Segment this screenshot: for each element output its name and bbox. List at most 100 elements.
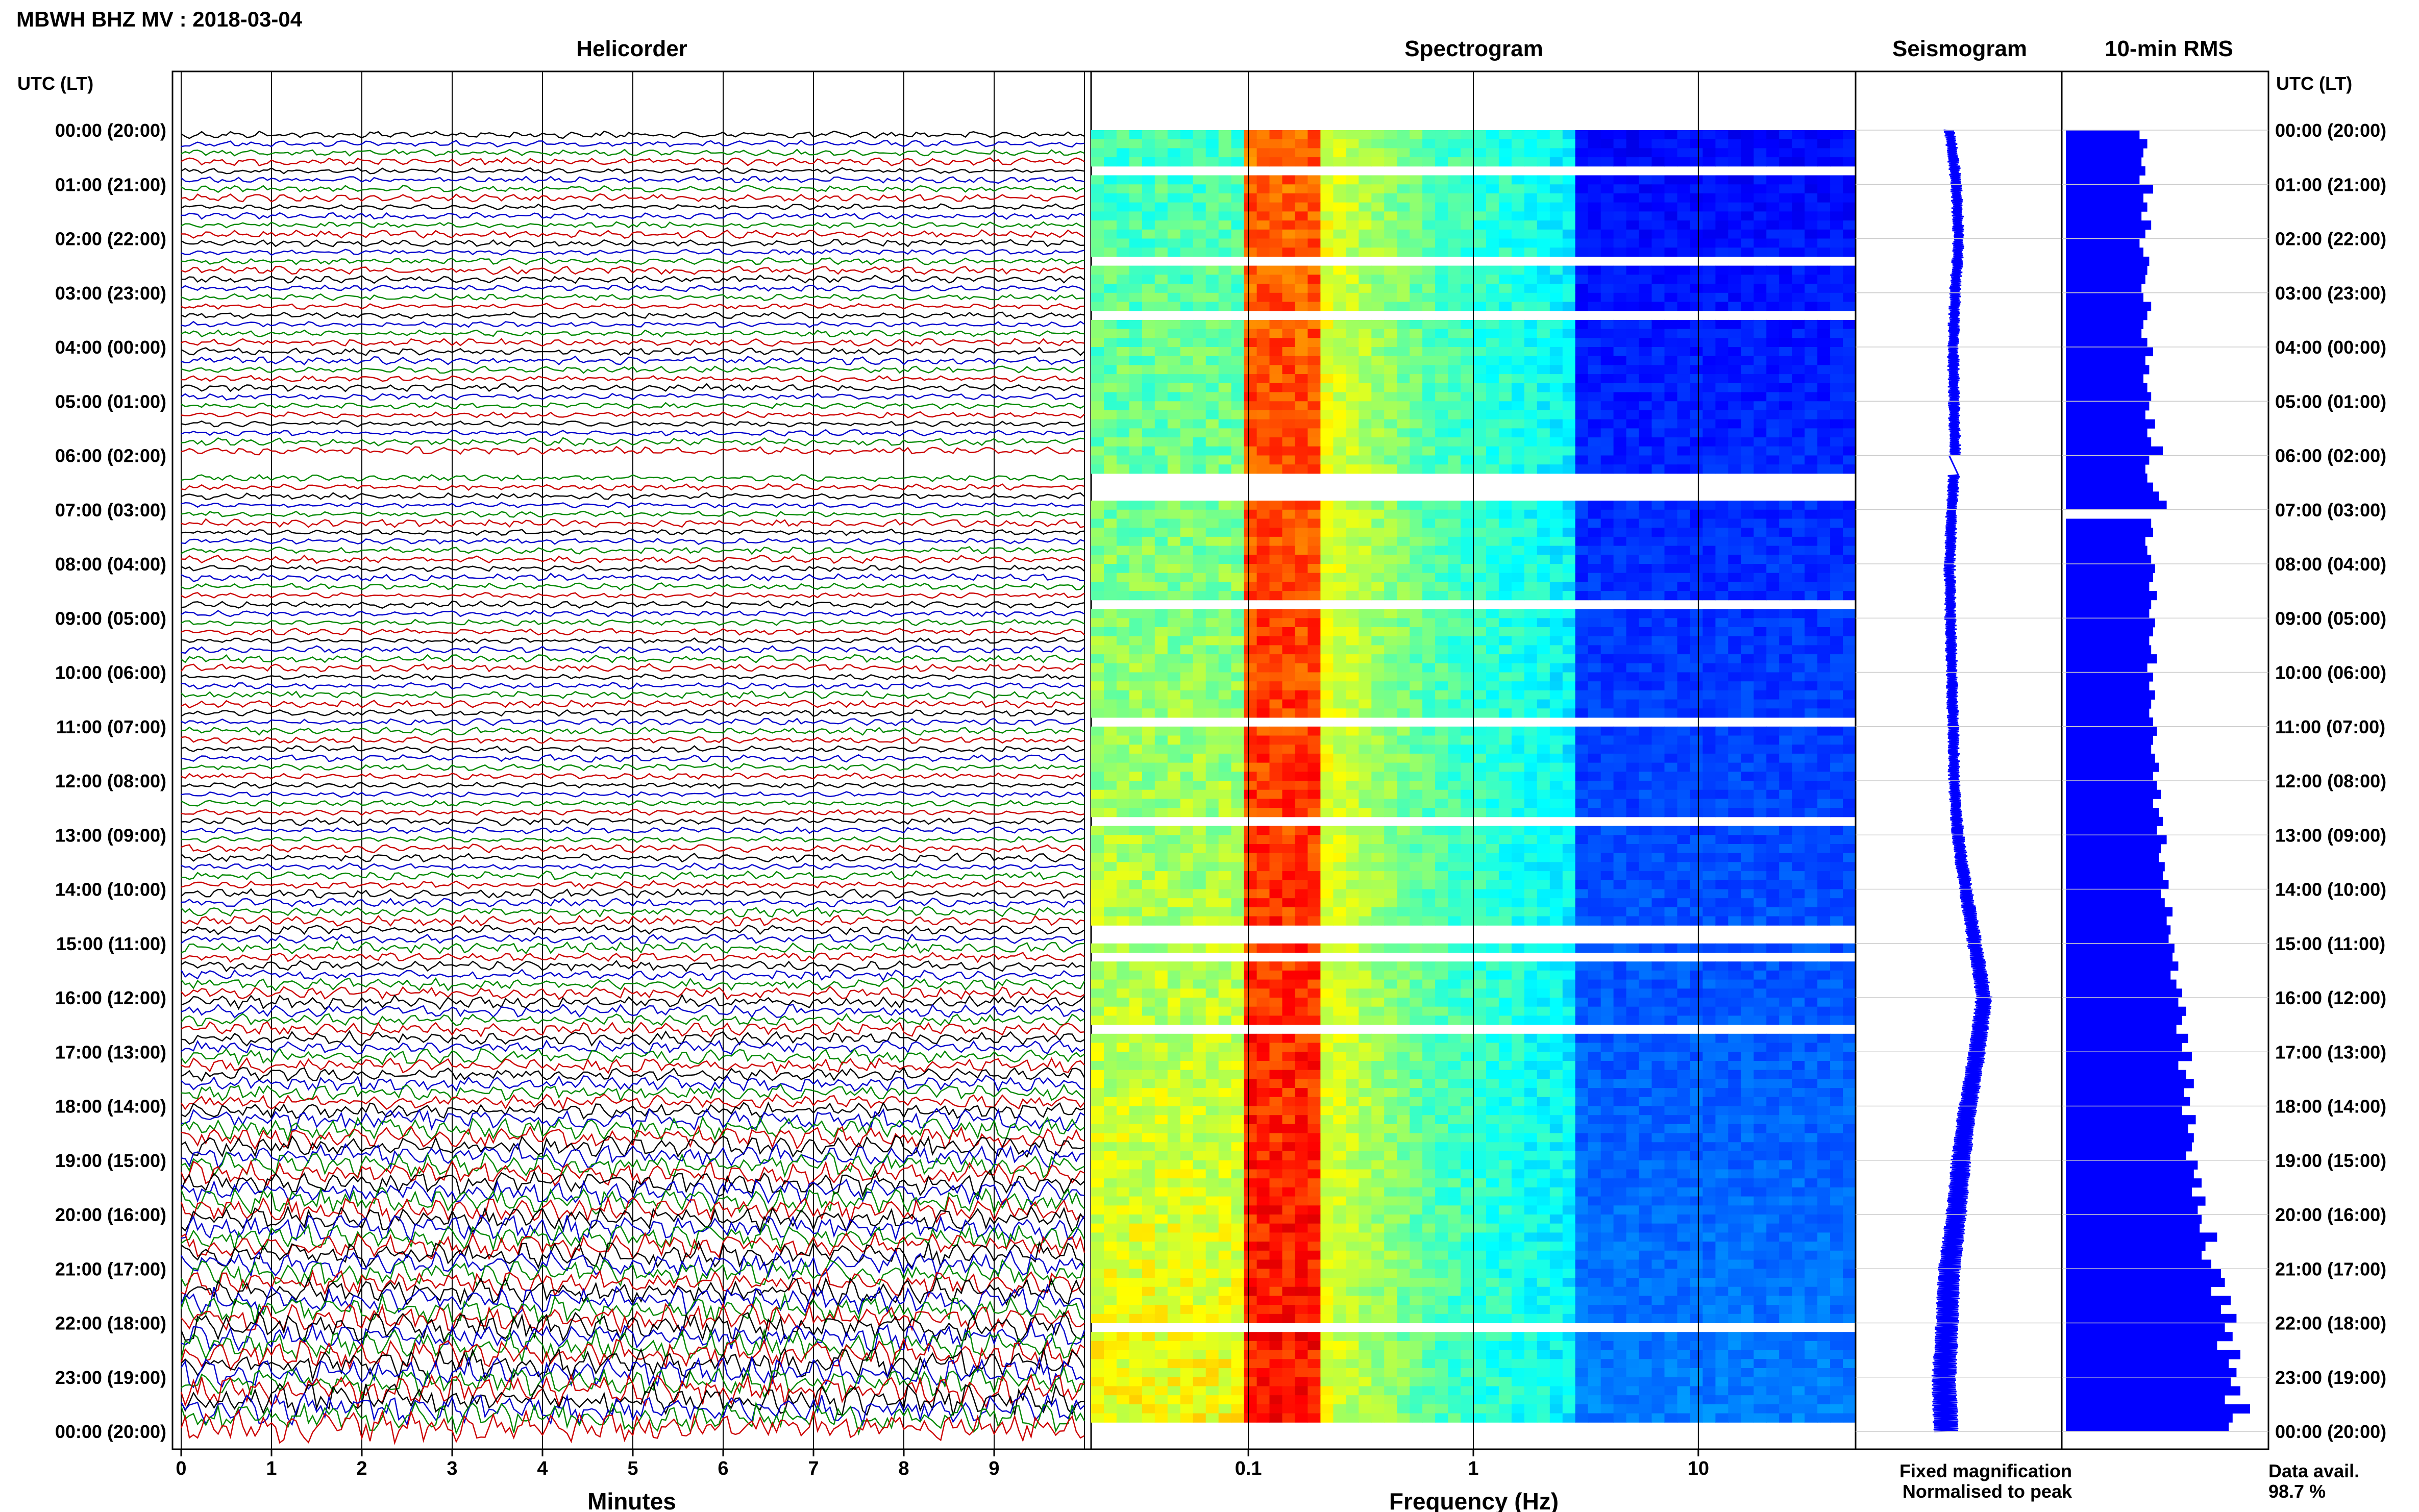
spectrogram-cell — [1397, 157, 1410, 167]
spectrogram-cell — [1435, 238, 1448, 248]
spectrogram-cell — [1830, 907, 1843, 917]
spectrogram-cell — [1664, 536, 1678, 547]
spectrogram-cell — [1205, 907, 1219, 917]
spectrogram-cell — [1792, 663, 1805, 673]
spectrogram-cell — [1142, 745, 1155, 754]
spectrogram-cell — [1346, 789, 1359, 799]
spectrogram-cell — [1091, 247, 1104, 257]
spectrogram-cell — [1766, 338, 1780, 348]
spectrogram-cell — [1295, 401, 1309, 411]
helicorder-trace — [181, 654, 1085, 663]
spectrogram-cell — [1410, 546, 1423, 555]
spectrogram-cell — [1702, 645, 1716, 655]
spectrogram-cell — [1129, 392, 1143, 402]
spectrogram-cell — [1346, 275, 1359, 284]
spectrogram-cell — [1639, 410, 1652, 420]
spectrogram-cell — [1231, 437, 1245, 447]
spectrogram-cell — [1461, 455, 1474, 465]
spectrogram-cell — [1613, 708, 1627, 718]
spectrogram-cell — [1626, 726, 1640, 736]
spectrogram-cell — [1461, 762, 1474, 772]
spectrogram-cell — [1817, 690, 1831, 700]
spectrogram-cell — [1664, 618, 1678, 628]
spectrogram-cell — [1805, 392, 1818, 402]
spectrogram-cell — [1231, 528, 1245, 537]
spectrogram-cell — [1116, 374, 1130, 384]
spectrogram-cell — [1129, 446, 1143, 456]
spectrogram-cell — [1664, 501, 1678, 510]
spectrogram-cell — [1448, 889, 1461, 899]
spectrogram-cell — [1702, 184, 1716, 194]
spectrogram-cell — [1613, 518, 1627, 528]
helicorder-trace — [181, 445, 1085, 456]
spectrogram-cell — [1244, 880, 1257, 889]
spectrogram-cell — [1575, 175, 1589, 185]
spectrogram-cell — [1486, 799, 1499, 808]
spectrogram-cell — [1218, 509, 1232, 519]
spectrogram-cell — [1664, 772, 1678, 781]
spectrogram-cell — [1715, 446, 1729, 456]
spectrogram-cell — [1320, 220, 1334, 230]
spectrogram-cell — [1549, 428, 1563, 438]
spectrogram-cell — [1167, 501, 1181, 510]
spectrogram-cell — [1677, 591, 1691, 601]
spectrogram-cell — [1511, 943, 1525, 953]
spectrogram-cell — [1626, 392, 1640, 402]
spectrogram-cell — [1282, 654, 1296, 664]
spectrogram-cell — [1193, 464, 1206, 474]
spectrogram-cell — [1091, 148, 1104, 158]
spectrogram-cell — [1843, 582, 1856, 591]
spectrogram-cell — [1359, 898, 1372, 908]
spectrogram-cell — [1766, 871, 1780, 881]
spectrogram-cell — [1116, 275, 1130, 284]
spectrogram-cell — [1307, 319, 1321, 330]
spectrogram-cell — [1613, 410, 1627, 420]
spectrogram-cell — [1754, 907, 1767, 917]
spectrogram-cell — [1346, 880, 1359, 889]
spectrogram-cell — [1626, 862, 1640, 872]
spectrogram-cell — [1639, 275, 1652, 284]
spectrogram-cell — [1537, 916, 1550, 926]
spectrogram-cell — [1817, 329, 1831, 338]
spectrogram-cell — [1498, 808, 1512, 817]
spectrogram-cell — [1359, 609, 1372, 618]
spectrogram-cell — [1410, 898, 1423, 908]
spectrogram-cell — [1524, 347, 1538, 357]
spectrogram-cell — [1282, 799, 1296, 808]
spectrogram-cell — [1741, 654, 1754, 664]
spectrogram-cell — [1359, 546, 1372, 555]
spectrogram-cell — [1384, 762, 1397, 772]
spectrogram-cell — [1537, 745, 1550, 754]
spectrogram-cell — [1830, 356, 1843, 365]
spectrogram-cell — [1613, 184, 1627, 194]
spectrogram-cell — [1333, 347, 1346, 357]
spectrogram-cell — [1333, 509, 1346, 519]
spectrogram-cell — [1384, 536, 1397, 547]
spectrogram-cell — [1830, 871, 1843, 881]
spectrogram-cell — [1677, 690, 1691, 700]
spectrogram-cell — [1295, 781, 1309, 790]
spectrogram-cell — [1269, 781, 1283, 790]
spectrogram-cell — [1728, 645, 1741, 655]
spectrogram-cell — [1779, 789, 1792, 799]
spectrogram-cell — [1664, 654, 1678, 664]
spectrogram-cell — [1269, 681, 1283, 691]
spectrogram-cell — [1843, 437, 1856, 447]
spectrogram-cell — [1537, 907, 1550, 917]
spectrogram-cell — [1256, 446, 1270, 456]
spectrogram-cell — [1410, 591, 1423, 601]
spectrogram-cell — [1639, 464, 1652, 474]
spectrogram-cell — [1461, 916, 1474, 926]
spectrogram-cell — [1805, 690, 1818, 700]
spectrogram-cell — [1805, 175, 1818, 185]
spectrogram-cell — [1626, 184, 1640, 194]
spectrogram-cell — [1435, 428, 1448, 438]
spectrogram-cell — [1410, 329, 1423, 338]
spectrogram-cell — [1690, 419, 1703, 429]
spectrogram-cell — [1843, 374, 1856, 384]
spectrogram-cell — [1754, 347, 1767, 357]
spectrogram-cell — [1346, 193, 1359, 203]
spectrogram-cell — [1600, 826, 1614, 835]
helicorder-trace — [181, 130, 1085, 139]
spectrogram-cell — [1830, 383, 1843, 392]
